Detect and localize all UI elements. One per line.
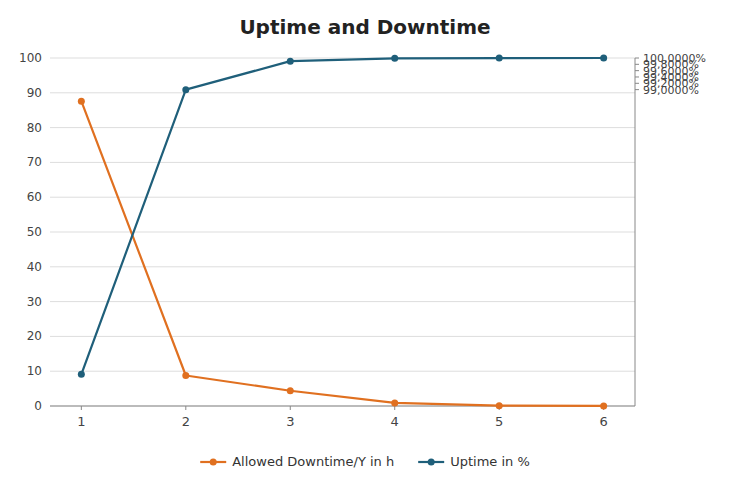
grid-line: [50, 197, 635, 198]
y-tick-label: 30: [27, 295, 42, 309]
series-line: [81, 101, 603, 406]
y2-axis-line: [635, 58, 636, 406]
series-line: [81, 58, 603, 374]
point: [287, 387, 294, 394]
point: [391, 55, 398, 62]
grid-line: [50, 266, 635, 267]
y-tick-label: 20: [27, 329, 42, 343]
x-tick-label: 4: [391, 414, 399, 429]
y-tick-label: 100: [19, 51, 42, 65]
y2-tick: [635, 76, 639, 77]
point: [78, 98, 85, 105]
point: [78, 371, 85, 378]
y-tick-label: 90: [27, 86, 42, 100]
legend-label: Uptime in %: [450, 454, 530, 469]
x-tick-label: 2: [182, 414, 190, 429]
x-tick: [185, 406, 186, 410]
chart: Uptime and Downtime 0 10 20 30 40 50 60 70 80 90 10…: [0, 0, 730, 484]
y-tick-label: 80: [27, 121, 42, 135]
legend-marker: [428, 459, 435, 466]
point: [391, 399, 398, 406]
y-tick-label: 70: [27, 155, 42, 169]
title: Uptime and Downtime: [239, 15, 490, 39]
x-tick: [394, 406, 395, 410]
y-tick-label: 60: [27, 190, 42, 204]
x-tick-label: 3: [286, 414, 294, 429]
plot-area: [78, 55, 607, 410]
y-tick-label: 0: [34, 399, 42, 413]
y2-tick: [635, 70, 639, 71]
y2-tick: [635, 83, 639, 84]
point: [182, 86, 189, 93]
point: [182, 372, 189, 379]
point: [600, 402, 607, 409]
point: [287, 58, 294, 65]
y2-tick: [635, 58, 639, 59]
legend: Allowed Downtime/Y in h Uptime in %: [200, 454, 530, 469]
y-tick-label: 10: [27, 364, 42, 378]
legend-item: Allowed Downtime/Y in h: [200, 454, 394, 469]
x-tick-label: 1: [77, 414, 85, 429]
grid-line: [50, 301, 635, 302]
y2-tick-label: 100,0000%: [643, 52, 706, 65]
grid-line: [50, 336, 635, 337]
grid-line: [50, 232, 635, 233]
y2-tick: [635, 64, 639, 65]
x-tick: [290, 406, 291, 410]
x-tick-label: 6: [600, 414, 608, 429]
x-tick-label: 5: [495, 414, 503, 429]
legend-label: Allowed Downtime/Y in h: [232, 454, 394, 469]
y-tick-label: 50: [27, 225, 42, 239]
grid-line: [50, 92, 635, 93]
legend-item: Uptime in %: [418, 454, 530, 469]
grid-line: [50, 162, 635, 163]
point: [496, 402, 503, 409]
y-tick-label: 40: [27, 260, 42, 274]
grid-line: [50, 371, 635, 372]
point: [600, 55, 607, 62]
legend-marker: [210, 459, 217, 466]
grid-line: [50, 127, 635, 128]
point: [496, 55, 503, 62]
y2-tick: [635, 89, 639, 90]
x-tick: [81, 406, 82, 410]
